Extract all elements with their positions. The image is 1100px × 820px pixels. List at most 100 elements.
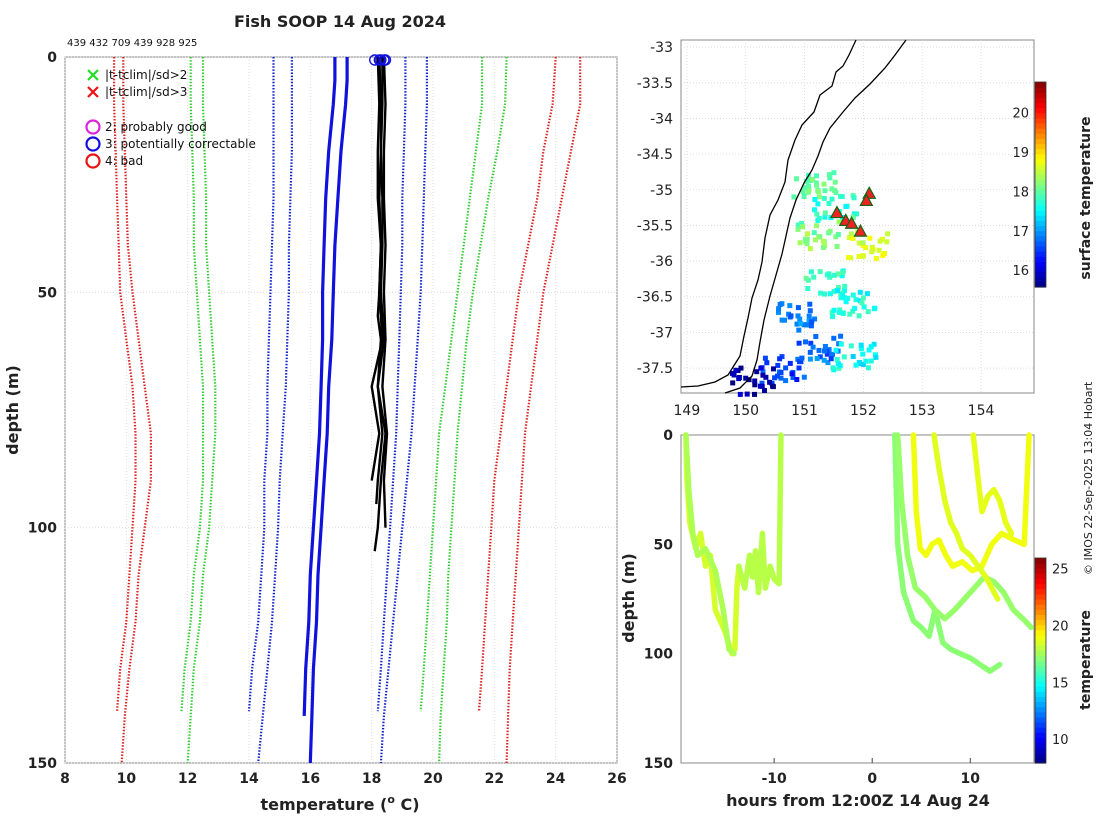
colorbar-segment (1035, 97, 1046, 104)
time-depth-cast-6 (910, 432, 1032, 574)
sst-pixel (776, 309, 781, 315)
colorbar-segment (1035, 164, 1046, 170)
surface-qc-marker (375, 54, 387, 66)
time-depth-y-tick-label: 150 (644, 756, 673, 772)
colorbar-segment (1035, 752, 1046, 759)
sst-pixel (736, 376, 742, 382)
sst-pixel (801, 374, 807, 380)
profile-panel: 8 10 12 14 16 18 20 22 24 26 0 50 100 150 |t-tclim|/s… (3, 12, 627, 814)
map-lon-tick-label: 151 (791, 403, 818, 419)
sst-pixel (771, 366, 776, 372)
sst-pixel (824, 272, 830, 278)
colorbar-segment (1035, 230, 1046, 237)
sst-pixel (867, 235, 873, 241)
sst-pixel (830, 314, 836, 320)
sst-pixel (834, 357, 840, 362)
time-depth-cast-8 (970, 432, 1015, 537)
colorbar-segment (1035, 199, 1046, 206)
map-coastline (680, 39, 907, 394)
sst-pixel (872, 305, 878, 311)
sst-pixel (798, 359, 804, 365)
sst-pixel (763, 374, 769, 380)
sst-pixel (808, 340, 814, 346)
sst-pixel (798, 321, 804, 327)
sst-pixel (833, 234, 839, 240)
colorbar-tick-label: 17 (1012, 225, 1029, 240)
legend-circle-marker (85, 119, 101, 135)
sst-pixel (861, 304, 867, 310)
sst-pixel (830, 351, 835, 357)
surface-qc-marker (369, 54, 381, 66)
sst-pixel (865, 365, 871, 371)
x-axis-label-sup: o (387, 793, 395, 806)
sst-pixel (840, 311, 846, 316)
sst-pixel (816, 215, 822, 221)
map-lon-tick-label: 152 (850, 403, 877, 419)
sst-pixel (803, 339, 808, 345)
map-lon-tick-label: 153 (909, 403, 936, 419)
sst-pixel (760, 372, 766, 378)
sst-pixel (830, 365, 836, 371)
colorbar-segment (1035, 82, 1046, 88)
sst-pixel (843, 299, 849, 305)
sst-pixel (876, 247, 882, 253)
x-tick-label: 22 (485, 771, 504, 787)
colorbar-segment (1035, 251, 1046, 257)
sst-pixel (848, 343, 854, 349)
colorbar-segment (1035, 737, 1046, 744)
map-sst-patches (729, 170, 891, 397)
colorbar-segment (1035, 184, 1046, 191)
colorbar-segment (1035, 225, 1046, 232)
sst-pixel (833, 347, 839, 353)
sst-pixel (837, 363, 843, 369)
sst-pixel (783, 378, 789, 384)
colorbar-segment (1035, 143, 1046, 150)
colorbar-segment (1035, 563, 1046, 569)
colorbar-segment (1035, 604, 1046, 610)
colorbar-segment (1035, 133, 1046, 139)
sst-pixel (856, 360, 862, 365)
profile-location-marker (853, 223, 868, 237)
map-lat-tick-label: -36.5 (637, 290, 673, 306)
map-lat-tick-label: -34.5 (637, 147, 673, 163)
map-plot-area (680, 39, 1035, 394)
sst-pixel (827, 228, 833, 234)
sst-pixel (856, 254, 862, 259)
sst-pixel (812, 316, 818, 322)
colorbar-segment (1035, 158, 1046, 165)
sst-pixel (764, 360, 770, 366)
colorbar-segment (1035, 619, 1046, 626)
chart-subtitle: 439 432 709 439 928 925 (67, 38, 197, 49)
map-lon-tick-label: 154 (968, 403, 995, 419)
sst-pixel (838, 341, 844, 347)
sst-pixel (807, 308, 813, 314)
legend-label: 4: bad (105, 154, 143, 168)
sst-pixel (808, 319, 814, 325)
map-ticks: 149 150 151 152 153 154 -33 -33.5 -34 -34.5 -35 -35… (637, 40, 995, 419)
series-clim-2sd-high-a (419, 57, 484, 712)
sst-pixel (813, 334, 819, 339)
sst-pixel (873, 256, 879, 261)
time-tick-label: -10 (762, 771, 788, 787)
sst-pixel (799, 355, 805, 361)
sst-pixel (835, 271, 841, 277)
x-axis-label: temperature (o C) (260, 793, 419, 814)
colorbar-segment (1035, 153, 1046, 160)
sst-pixel (840, 292, 846, 298)
sst-pixel (846, 235, 852, 241)
sst-pixel (822, 210, 828, 216)
legend-label: 2: probably good (105, 120, 207, 134)
sst-pixel (783, 365, 789, 371)
sst-pixel (839, 273, 845, 279)
colorbar-segment (1035, 246, 1046, 252)
sst-pixel (821, 195, 827, 201)
x-axis-label-main: temperature ( (260, 795, 387, 814)
colorbar-segment (1035, 588, 1046, 595)
sst-pixel (817, 234, 823, 240)
y-axis-label: depth (m) (3, 365, 22, 455)
colorbar-segment (1035, 732, 1046, 738)
profile-location-marker (859, 193, 874, 207)
legend-cross-marker (87, 86, 99, 98)
legend-circle-marker (85, 136, 101, 152)
series-clim-sd-low-a (247, 57, 275, 712)
